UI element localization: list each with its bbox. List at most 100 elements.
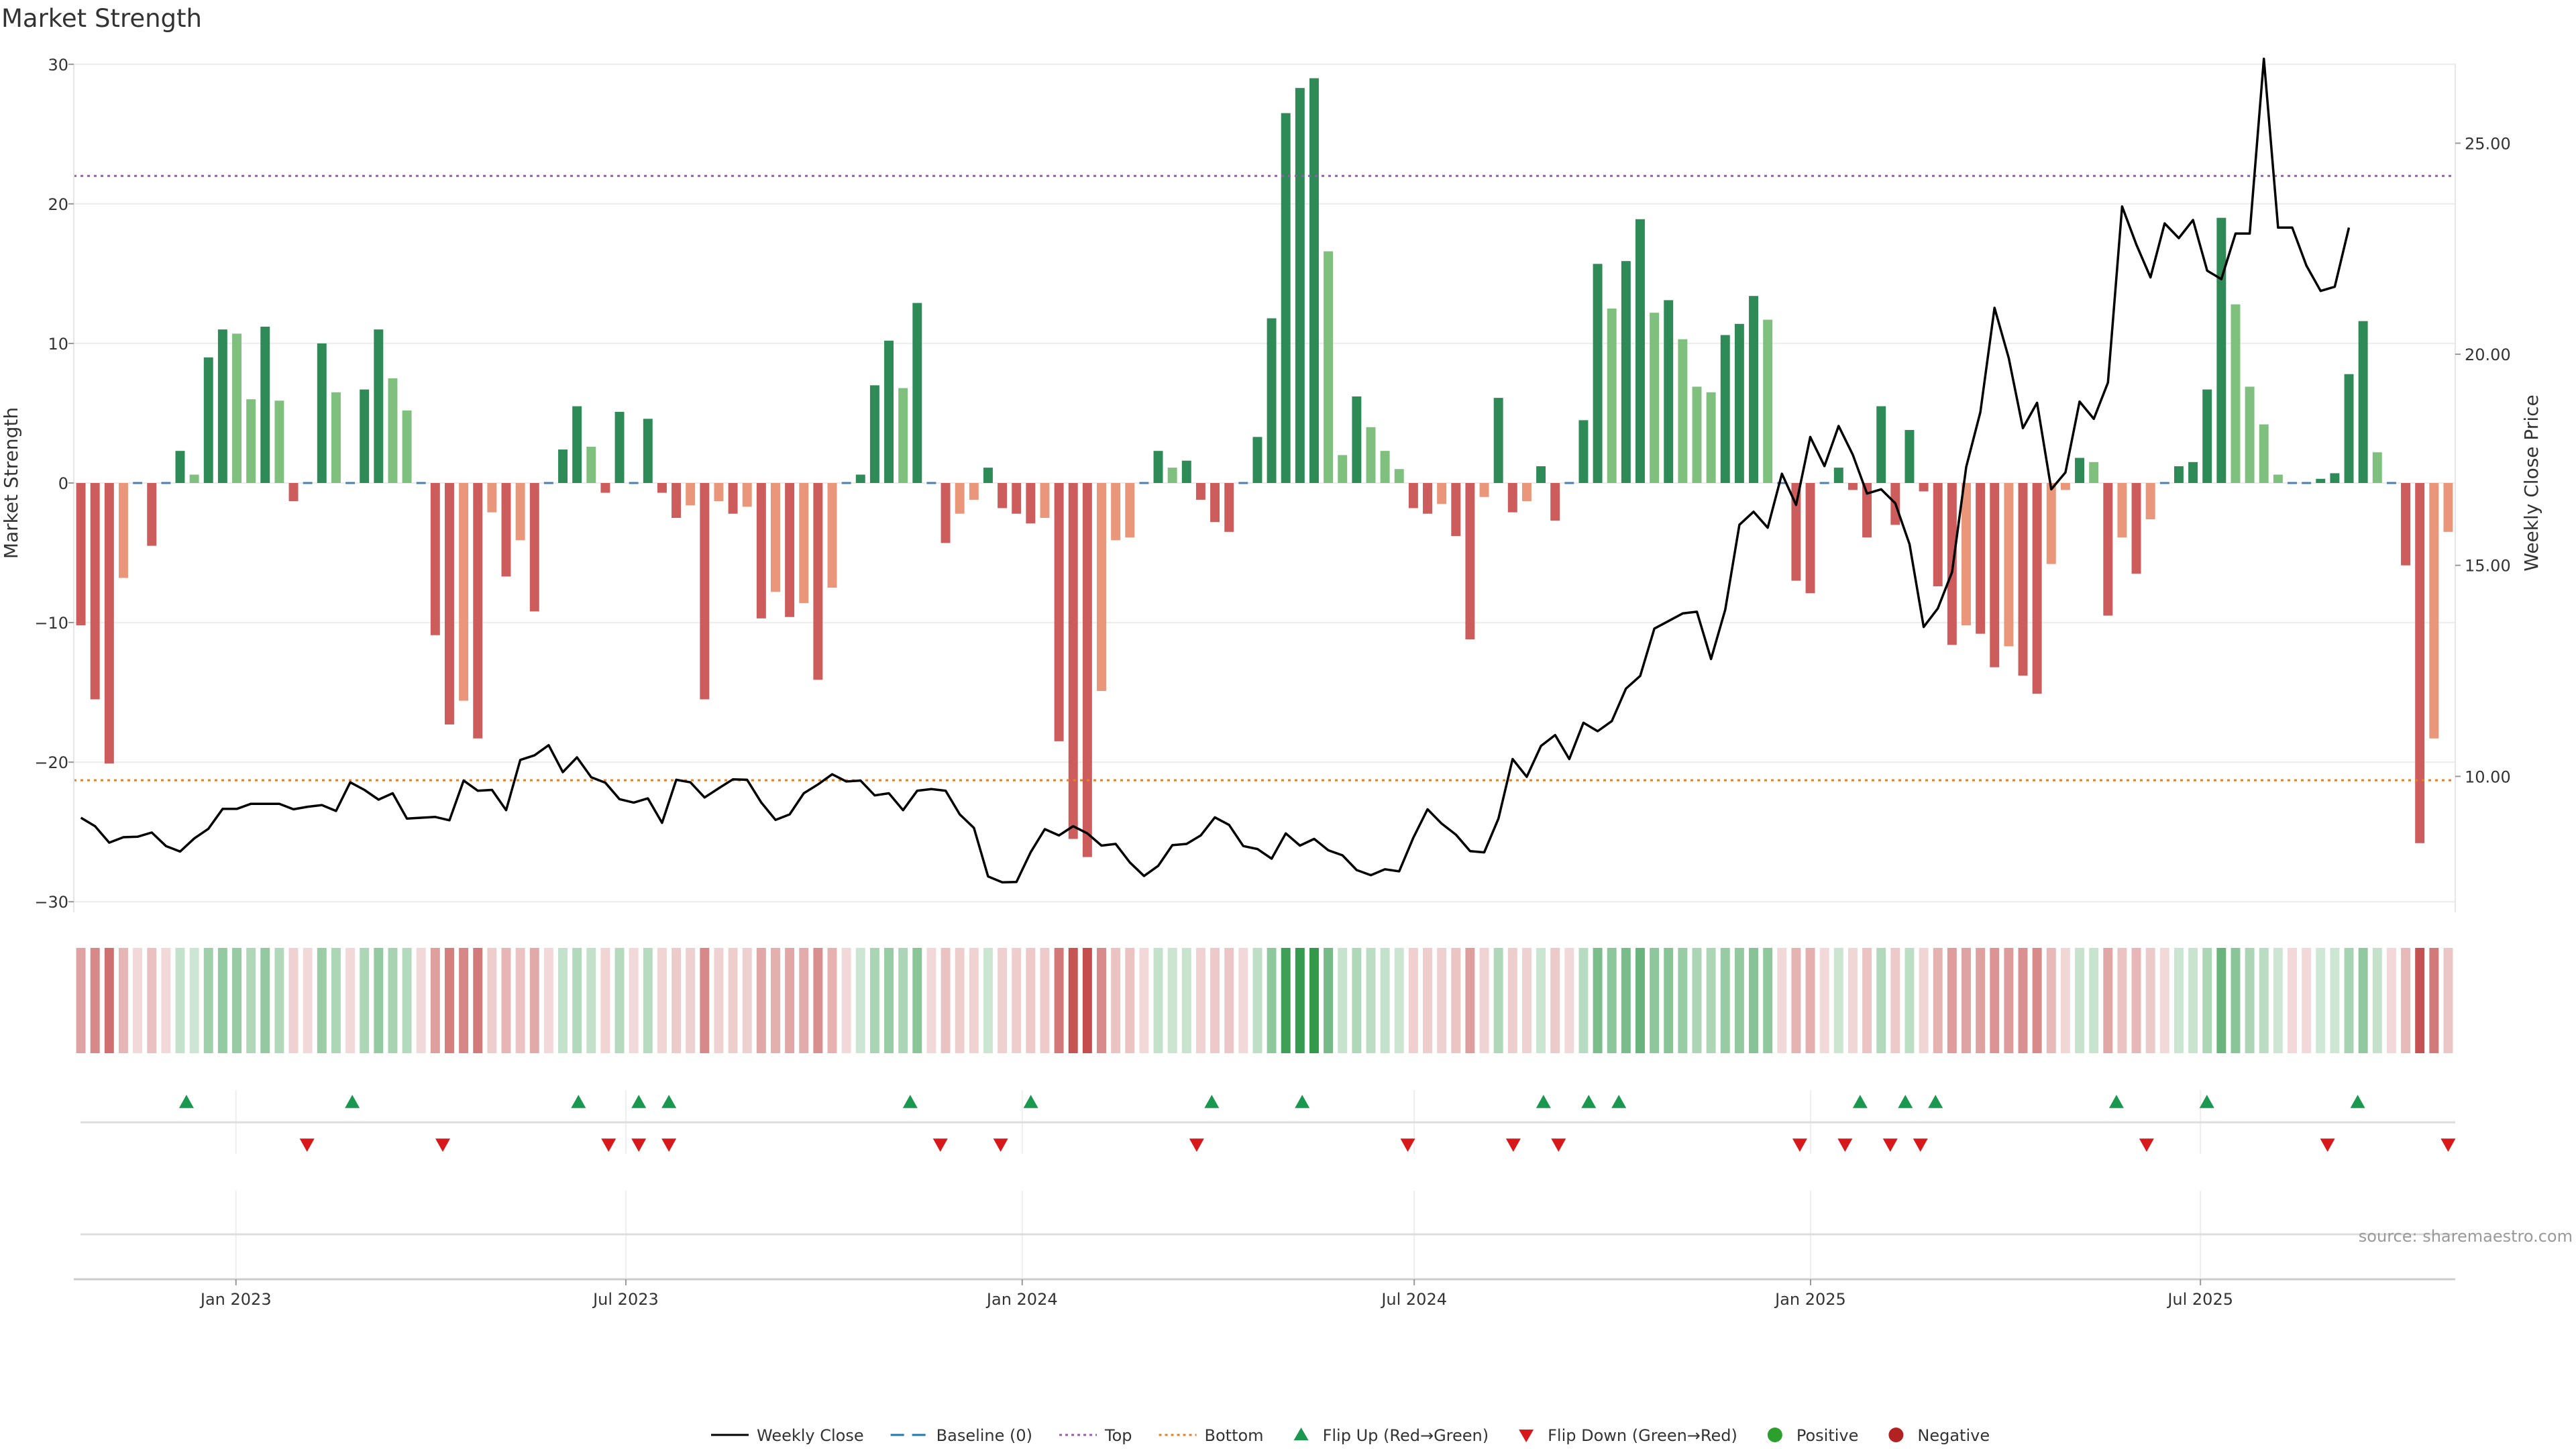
weekly-close-polyline (80, 57, 2351, 884)
strength-bar (926, 482, 936, 484)
flip-up-marker (2108, 1095, 2124, 1108)
heat-cell (133, 948, 143, 1053)
y-tick-label: 10 (48, 335, 68, 354)
flip-down-marker (993, 1138, 1008, 1152)
strength-bar (629, 482, 639, 484)
source-credit: source: sharemaestro.com (2359, 1227, 2573, 1246)
heat-cell (2174, 948, 2184, 1053)
strength-bar (1352, 396, 1362, 483)
heat-cell (2103, 948, 2113, 1053)
strength-bar (1324, 251, 1334, 483)
strength-bar (1933, 483, 1943, 586)
heat-cell (657, 948, 667, 1053)
strength-bar (969, 483, 979, 500)
heat-cell (771, 948, 780, 1053)
flip-up-marker (571, 1095, 586, 1108)
heat-cell (1139, 948, 1149, 1053)
y2-tick-label: 25.00 (2465, 134, 2511, 153)
y2-axis-title: Weekly Close Price (2520, 394, 2542, 571)
strength-bar (672, 483, 682, 519)
strength-bar (2415, 483, 2425, 843)
y-tick-label: 30 (48, 56, 68, 74)
strength-bar (1564, 482, 1574, 484)
heat-cell (1394, 948, 1404, 1053)
strength-bar (317, 343, 327, 483)
y2-tick-label: 15.00 (2465, 557, 2511, 576)
heat-cell (1791, 948, 1801, 1053)
heat-cell (90, 948, 100, 1053)
strength-bar (941, 483, 951, 543)
heat-cell (2075, 948, 2085, 1053)
heat-cell (1295, 948, 1305, 1053)
heat-cell (2188, 948, 2198, 1053)
strength-bar (614, 411, 625, 483)
heat-cell (2202, 948, 2212, 1053)
strength-bar (161, 482, 171, 484)
strength-bar (1862, 483, 1872, 538)
heat-cell (1479, 948, 1489, 1053)
legend-label: Weekly Close (757, 1426, 864, 1445)
strength-bar (1394, 469, 1404, 483)
heat-cell (288, 948, 299, 1053)
strength-bar (2159, 482, 2169, 484)
strength-bar (1281, 113, 1291, 483)
heat-cell (841, 948, 851, 1053)
strength-bar (998, 483, 1008, 508)
heat-cell (2302, 948, 2312, 1053)
strength-bar (345, 482, 356, 484)
strength-bar (955, 483, 965, 514)
grid-lines (74, 63, 2455, 1278)
strength-bar (700, 483, 710, 700)
strength-bar (2032, 483, 2042, 694)
y-tick-label: 20 (48, 195, 68, 214)
heat-cell (1167, 948, 1177, 1053)
heat-cell (926, 948, 936, 1053)
strength-bar (402, 410, 412, 483)
flip-up-marker (1898, 1095, 1913, 1108)
strength-bar (203, 357, 213, 483)
strength-bar (303, 482, 313, 484)
heat-cell (175, 948, 185, 1053)
flip-up-marker (661, 1095, 677, 1108)
flip-up-marker (2199, 1095, 2214, 1108)
heat-cell (2330, 948, 2340, 1053)
heat-cell (1493, 948, 1503, 1053)
heat-cell (118, 948, 128, 1053)
strength-bar (217, 329, 227, 483)
strength-bar (1536, 466, 1546, 483)
strength-bar (118, 483, 128, 578)
strength-bar (2103, 483, 2113, 616)
heat-cell (1749, 948, 1758, 1053)
legend-item: Baseline (0) (890, 1426, 1032, 1445)
heat-cell (1195, 948, 1205, 1053)
heat-cell (1890, 948, 1900, 1053)
heat-cell (2117, 948, 2127, 1053)
strength-bar (1111, 483, 1121, 541)
heat-cell (529, 948, 539, 1053)
heat-cell (1947, 948, 1957, 1053)
flip-up-marker (345, 1095, 360, 1108)
strength-bar (586, 446, 596, 483)
heat-cell (501, 948, 511, 1053)
strength-bar (1451, 483, 1461, 537)
strength-bar (1224, 483, 1234, 532)
heat-cell (1720, 948, 1730, 1053)
flip-down-marker (601, 1138, 616, 1152)
heat-cell (1635, 948, 1645, 1053)
strength-bar (175, 451, 185, 483)
legend-label: Top (1104, 1426, 1132, 1445)
flip-up-marker (631, 1095, 647, 1108)
legend-item: Bottom (1159, 1426, 1264, 1445)
strength-bar (657, 483, 667, 493)
strength-bar (1692, 386, 1702, 483)
strength-bar (600, 483, 610, 493)
heat-cell (1352, 948, 1362, 1053)
flip-up-marker (1611, 1095, 1627, 1108)
strength-bar (813, 483, 823, 680)
heat-cell (1224, 948, 1234, 1053)
strength-bar (2075, 458, 2085, 483)
heat-cell (614, 948, 625, 1053)
heat-cell (1847, 948, 1858, 1053)
axes (73, 64, 2456, 1281)
strength-bar (1012, 483, 1022, 514)
